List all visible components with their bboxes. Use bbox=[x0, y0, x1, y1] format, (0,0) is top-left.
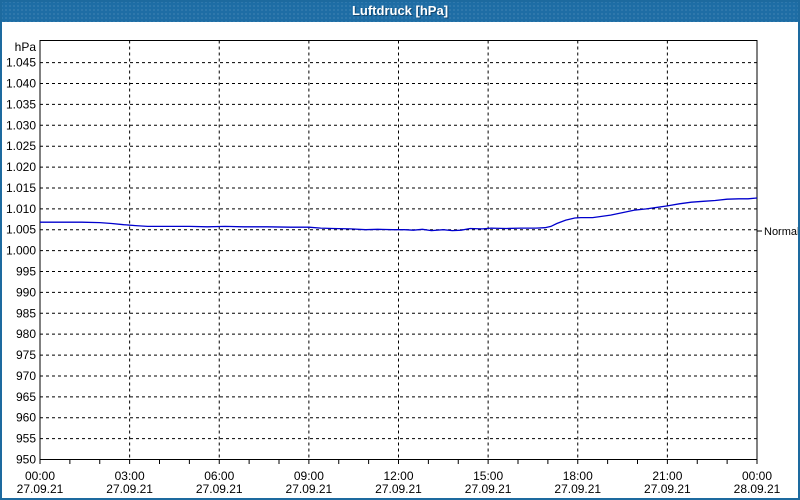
x-tick-time-label: 15:00 bbox=[473, 469, 503, 483]
x-tick-time-label: 09:00 bbox=[294, 469, 324, 483]
y-tick-label: 1.035 bbox=[6, 97, 36, 111]
x-tick-date-label: 27.09.21 bbox=[286, 482, 333, 496]
y-tick-label: 975 bbox=[16, 348, 36, 362]
normal-marker-label: Normal bbox=[764, 226, 799, 238]
y-tick-label: 1.020 bbox=[6, 160, 36, 174]
x-tick-date-label: 28.09.21 bbox=[734, 482, 781, 496]
pressure-series-line bbox=[40, 197, 758, 232]
y-tick-label: 955 bbox=[16, 432, 36, 446]
x-tick-date-label: 27.09.21 bbox=[196, 482, 243, 496]
y-tick-label: 1.010 bbox=[6, 202, 36, 216]
x-tick-date-label: 27.09.21 bbox=[106, 482, 153, 496]
x-tick-time-label: 00:00 bbox=[25, 469, 55, 483]
y-axis-unit-label: hPa bbox=[15, 40, 37, 54]
y-tick-label: 1.025 bbox=[6, 139, 36, 153]
window-title: Luftdruck [hPa] bbox=[0, 0, 800, 22]
y-tick-label: 995 bbox=[16, 265, 36, 279]
x-tick-time-label: 06:00 bbox=[204, 469, 234, 483]
y-tick-label: 1.005 bbox=[6, 223, 36, 237]
x-tick-date-label: 27.09.21 bbox=[17, 482, 64, 496]
y-tick-label: 960 bbox=[16, 411, 36, 425]
x-tick-time-label: 12:00 bbox=[383, 469, 413, 483]
x-tick-time-label: 00:00 bbox=[742, 469, 772, 483]
x-tick-time-label: 03:00 bbox=[115, 469, 145, 483]
y-tick-label: 1.000 bbox=[6, 244, 36, 258]
y-tick-label: 980 bbox=[16, 327, 36, 341]
x-tick-date-label: 27.09.21 bbox=[644, 482, 691, 496]
y-tick-label: 1.040 bbox=[6, 77, 36, 91]
x-tick-date-label: 27.09.21 bbox=[465, 482, 512, 496]
x-tick-date-label: 27.09.21 bbox=[554, 482, 601, 496]
x-tick-time-label: 21:00 bbox=[652, 469, 682, 483]
x-tick-date-label: 27.09.21 bbox=[375, 482, 422, 496]
y-tick-label: 950 bbox=[16, 453, 36, 467]
y-tick-label: 985 bbox=[16, 306, 36, 320]
x-tick-time-label: 18:00 bbox=[563, 469, 593, 483]
y-tick-label: 1.045 bbox=[6, 56, 36, 70]
y-tick-label: 965 bbox=[16, 390, 36, 404]
y-tick-label: 970 bbox=[16, 369, 36, 383]
y-tick-label: 1.015 bbox=[6, 181, 36, 195]
y-tick-label: 990 bbox=[16, 285, 36, 299]
y-tick-label: 1.030 bbox=[6, 118, 36, 132]
plot-border bbox=[39, 40, 758, 460]
